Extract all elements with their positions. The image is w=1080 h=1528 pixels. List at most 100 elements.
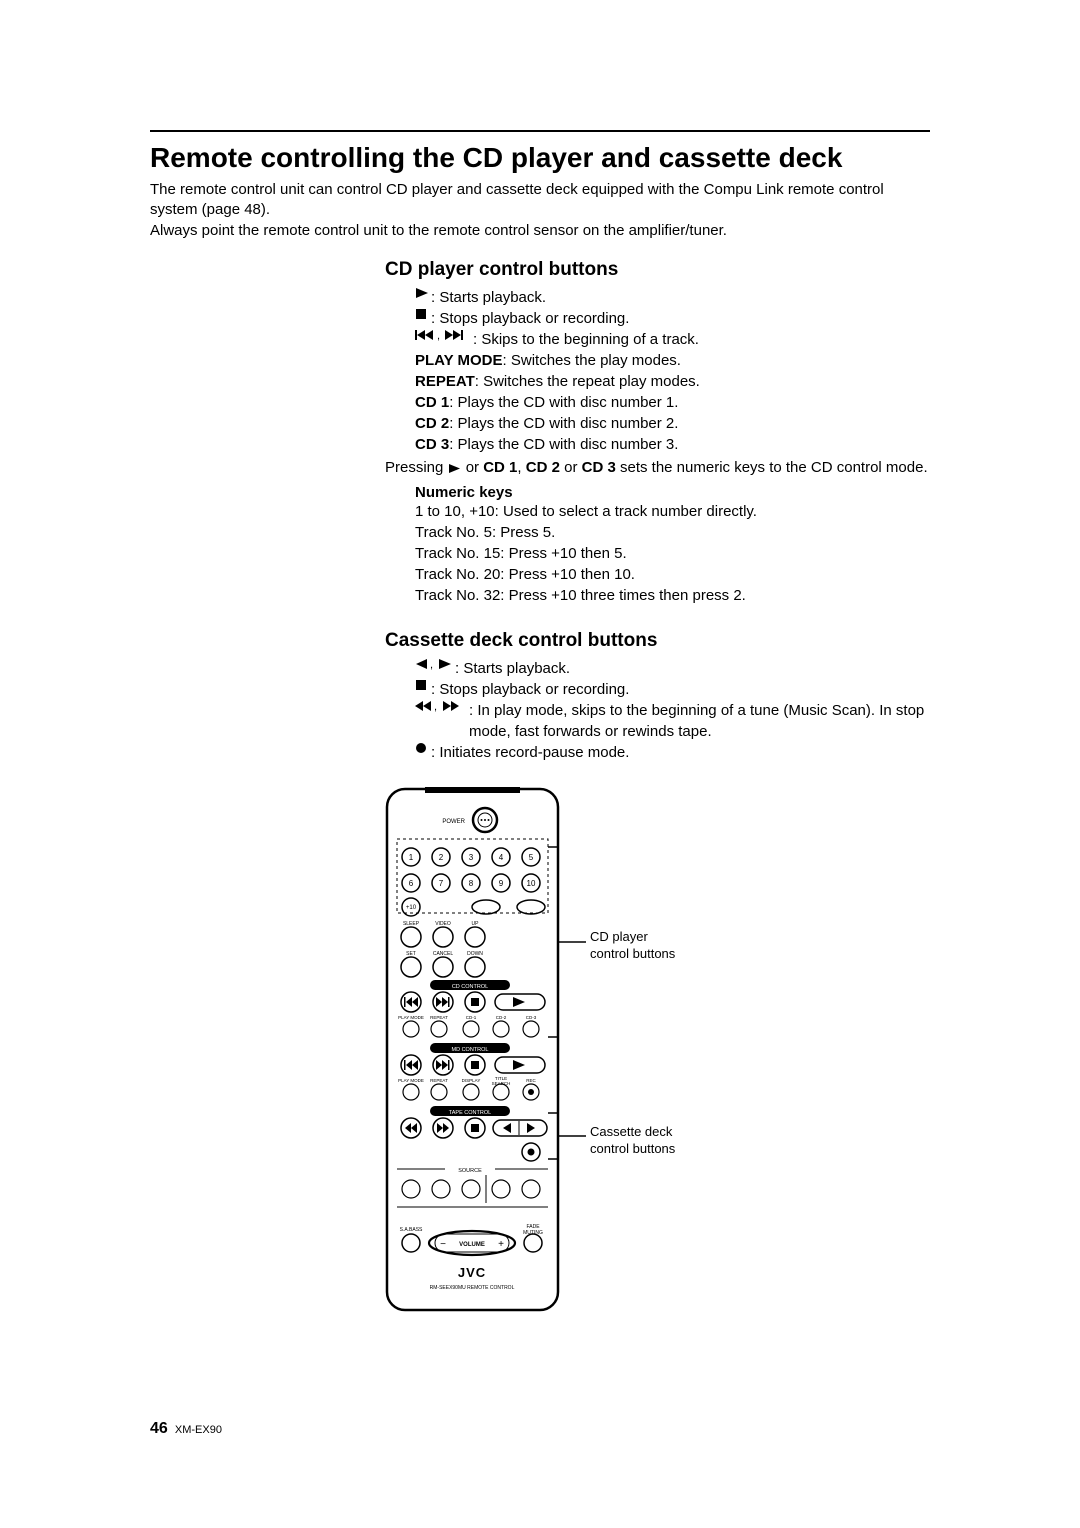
svg-text:10: 10 [527,879,536,888]
svg-text:SLEEP: SLEEP [403,921,420,927]
cd-skip-text: : Skips to the beginning of a track. [473,329,699,350]
svg-text:+10: +10 [406,905,417,911]
svg-text:TAPE CONTROL: TAPE CONTROL [449,1110,491,1116]
num-line-1: 1 to 10, +10: Used to select a track num… [415,501,930,522]
play-lr-icon: , [415,658,455,679]
svg-text:VIDEO: VIDEO [435,921,451,927]
svg-text:CD-3: CD-3 [526,1015,537,1020]
repeat-text: : Switches the repeat play modes. [475,371,700,392]
page-title: Remote controlling the CD player and cas… [150,142,930,174]
playmode-label: PLAY MODE [415,350,503,371]
svg-text:PLAY MODE: PLAY MODE [398,1015,424,1020]
svg-text:CD CONTROL: CD CONTROL [452,984,488,990]
repeat-label: REPEAT [415,371,475,392]
num-line-4: Track No. 20: Press +10 then 10. [415,564,930,585]
svg-text:VOLUME: VOLUME [459,1242,485,1248]
cd-play-text: : Starts playback. [431,287,546,308]
svg-text:9: 9 [499,879,504,888]
press-prefix: Pressing [385,459,448,476]
svg-text:JVC: JVC [458,1265,486,1280]
cd-section: CD player control buttons : Starts playb… [385,259,930,606]
ff-rw-icon: , [415,700,469,742]
stop-icon [415,308,431,329]
num-line-3: Track No. 15: Press +10 then 5. [415,543,930,564]
deck-definitions: , : Starts playback. : Stops playback or… [385,658,930,763]
deck-play-text: : Starts playback. [455,658,570,679]
press-suffix: sets the numeric keys to the CD control … [616,459,928,476]
cd-press-note: Pressing or CD 1, CD 2 or CD 3 sets the … [385,457,930,478]
svg-text:,: , [434,701,437,712]
svg-text:DISPLAY: DISPLAY [462,1078,481,1083]
num-line-2: Track No. 5: Press 5. [415,522,930,543]
svg-text:7: 7 [439,879,444,888]
deck-section: Cassette deck control buttons , : Starts… [385,630,930,763]
press-mid: or [462,459,484,476]
deck-skip-text: : In play mode, skips to the beginning o… [469,700,930,742]
cd3-label: CD 3 [415,434,449,455]
svg-text:S.A.BASS: S.A.BASS [400,1227,423,1233]
press-c1: , [517,459,525,476]
svg-text:MUTING: MUTING [523,1230,543,1236]
cd-heading: CD player control buttons [385,259,930,281]
cd-stop-text: : Stops playback or recording. [431,308,629,329]
cd2-text: : Plays the CD with disc number 2. [449,413,678,434]
play-icon-inline [448,463,462,474]
numeric-keys-lines: 1 to 10, +10: Used to select a track num… [385,501,930,606]
cd3-text: : Plays the CD with disc number 3. [449,434,678,455]
deck-callout: Cassette deck control buttons [590,1124,675,1158]
playmode-text: : Switches the play modes. [503,350,681,371]
svg-text:DOWN: DOWN [467,951,483,957]
svg-text:,: , [437,330,440,341]
num-line-5: Track No. 32: Press +10 three times then… [415,585,930,606]
svg-text:REPEAT: REPEAT [430,1078,448,1083]
svg-text:−: − [440,1239,446,1250]
intro-line-2: Always point the remote control unit to … [150,222,727,239]
cd1-text: : Plays the CD with disc number 1. [449,392,678,413]
svg-text:UP: UP [472,921,480,927]
numeric-keys-label: Numeric keys [385,484,930,501]
svg-text:CD-2: CD-2 [496,1015,507,1020]
svg-text:CD-1: CD-1 [466,1015,477,1020]
page-footer: 46 XM-EX90 [150,1420,222,1438]
power-label: POWER [442,819,465,825]
svg-text:3: 3 [469,853,474,862]
press-cd3: CD 3 [582,459,616,476]
svg-text:8: 8 [469,879,474,888]
model-label: XM-EX90 [175,1424,222,1436]
svg-text:PLAY MODE: PLAY MODE [398,1078,424,1083]
deck-stop-text: : Stops playback or recording. [431,679,629,700]
svg-text:REC: REC [526,1078,536,1083]
svg-text:2: 2 [439,853,444,862]
svg-text:6: 6 [409,879,414,888]
svg-text:1: 1 [409,853,414,862]
svg-text:+: + [498,1239,504,1250]
manual-page: Remote controlling the CD player and cas… [0,0,1080,1528]
svg-text:RM-SEEX90MU REMOTE CONTROL: RM-SEEX90MU REMOTE CONTROL [430,1285,515,1291]
svg-text:5: 5 [529,853,534,862]
deck-bracket [548,1109,588,1164]
svg-text:CANCEL: CANCEL [433,951,454,957]
cd1-label: CD 1 [415,392,449,413]
press-c2: or [560,459,582,476]
stop-icon [415,679,431,700]
press-cd1: CD 1 [483,459,517,476]
deck-heading: Cassette deck control buttons [385,630,930,652]
top-rule [150,130,930,132]
svg-text:SOURCE: SOURCE [458,1168,482,1174]
deck-rec-text: : Initiates record-pause mode. [431,742,629,763]
cd-callout: CD player control buttons [590,929,675,963]
cd-bracket [548,842,588,1042]
intro-line-1: The remote control unit can control CD p… [150,181,884,218]
skip-prev-next-icon: , [415,329,473,350]
page-number: 46 [150,1420,168,1437]
svg-text:4: 4 [499,853,504,862]
press-cd2: CD 2 [526,459,560,476]
svg-text:SET: SET [406,951,416,957]
cd-definitions: : Starts playback. : Stops playback or r… [385,287,930,455]
remote-diagram: POWER 1 2 3 4 5 6 7 8 9 10 +10 [385,787,560,1312]
svg-text:REPEAT: REPEAT [430,1015,448,1020]
svg-text:,: , [430,659,433,670]
record-icon [415,742,431,763]
svg-text:MD CONTROL: MD CONTROL [452,1047,489,1053]
intro-text: The remote control unit can control CD p… [150,180,930,241]
